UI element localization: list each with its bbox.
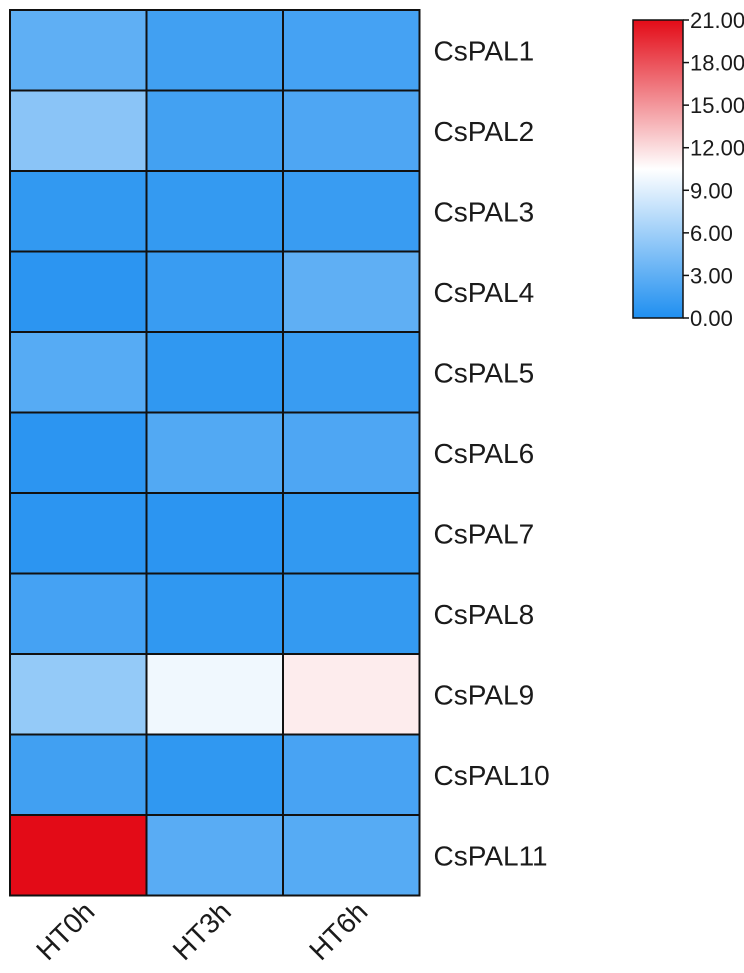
column-label-ht6h: HT6h <box>303 896 373 966</box>
heatmap-cell-cspal6-ht6h <box>282 411 421 494</box>
colorbar-tick-label: 21.00 <box>690 8 744 33</box>
row-label-cspal5: CsPAL5 <box>434 357 535 388</box>
heatmap-cell-cspal8-ht6h <box>282 572 421 655</box>
heatmap-cell-cspal7-ht6h <box>282 492 421 575</box>
heatmap-cell-cspal9-ht3h <box>145 653 284 736</box>
heatmap-cell-cspal2-ht0h <box>9 89 148 172</box>
heatmap-cell-cspal4-ht3h <box>145 250 284 333</box>
row-label-cspal8: CsPAL8 <box>434 599 535 630</box>
heatmap-cell-cspal3-ht6h <box>282 170 421 253</box>
heatmap-cell-cspal5-ht6h <box>282 331 421 414</box>
heatmap-cell-cspal1-ht3h <box>145 9 284 92</box>
colorbar: 21.00 18.00 15.00 12.00 9.00 6.00 3.00 0.00 <box>632 8 744 331</box>
heatmap-cell-cspal3-ht3h <box>145 170 284 253</box>
heatmap-cell-cspal1-ht0h <box>9 9 148 92</box>
heatmap-cell-cspal11-ht3h <box>145 814 284 897</box>
heatmap-cell-cspal10-ht6h <box>282 733 421 816</box>
heatmap-cell-cspal6-ht3h <box>145 411 284 494</box>
colorbar-tick-label: 0.00 <box>690 306 733 331</box>
row-label-cspal11: CsPAL11 <box>434 840 548 871</box>
row-labels: CsPAL1 CsPAL2 CsPAL3 CsPAL4 CsPAL5 CsPAL6 CsPA… <box>434 35 550 871</box>
colorbar-tick-label: 6.00 <box>690 221 733 246</box>
heatmap-cell-cspal7-ht0h <box>9 492 148 575</box>
heatmap-cell-cspal10-ht3h <box>145 733 284 816</box>
heatmap-cell-cspal3-ht0h <box>9 170 148 253</box>
colorbar-ticks: 21.00 18.00 15.00 12.00 9.00 6.00 3.00 0.00 <box>683 8 744 331</box>
row-label-cspal4: CsPAL4 <box>434 277 535 308</box>
heatmap-cell-cspal9-ht6h <box>282 653 421 736</box>
heatmap-cell-cspal11-ht0h <box>9 814 148 897</box>
row-label-cspal10: CsPAL10 <box>434 760 550 791</box>
column-labels: HT0h HT3h HT6h <box>30 896 373 966</box>
colorbar-tick-label: 9.00 <box>690 178 733 203</box>
colorbar-tick-label: 12.00 <box>690 136 744 161</box>
heatmap-cell-cspal5-ht0h <box>9 331 148 414</box>
heatmap-cell-cspal2-ht6h <box>282 89 421 172</box>
heatmap-cell-cspal2-ht3h <box>145 89 284 172</box>
heatmap-cell-cspal1-ht6h <box>282 9 421 92</box>
colorbar-tick-label: 15.00 <box>690 93 744 118</box>
row-label-cspal7: CsPAL7 <box>434 518 535 549</box>
row-label-cspal6: CsPAL6 <box>434 438 535 469</box>
colorbar-gradient <box>632 19 684 319</box>
column-label-ht0h: HT0h <box>30 896 100 966</box>
heatmap-cell-cspal9-ht0h <box>9 653 148 736</box>
heatmap-cell-cspal6-ht0h <box>9 411 148 494</box>
heatmap-cell-cspal7-ht3h <box>145 492 284 575</box>
column-label-ht3h: HT3h <box>167 896 237 966</box>
heatmap-cell-cspal8-ht0h <box>9 572 148 655</box>
row-label-cspal1: CsPAL1 <box>434 35 535 66</box>
heatmap-cell-cspal5-ht3h <box>145 331 284 414</box>
colorbar-tick-label: 18.00 <box>690 51 744 76</box>
heatmap-cell-cspal8-ht3h <box>145 572 284 655</box>
heatmap-cells <box>9 9 421 897</box>
row-label-cspal3: CsPAL3 <box>434 196 535 227</box>
colorbar-tick-label: 3.00 <box>690 263 733 288</box>
heatmap-cell-cspal10-ht0h <box>9 733 148 816</box>
heatmap-cell-cspal11-ht6h <box>282 814 421 897</box>
row-label-cspal9: CsPAL9 <box>434 679 535 710</box>
heatmap-cell-cspal4-ht6h <box>282 250 421 333</box>
row-label-cspal2: CsPAL2 <box>434 116 535 147</box>
heatmap-cell-cspal4-ht0h <box>9 250 148 333</box>
